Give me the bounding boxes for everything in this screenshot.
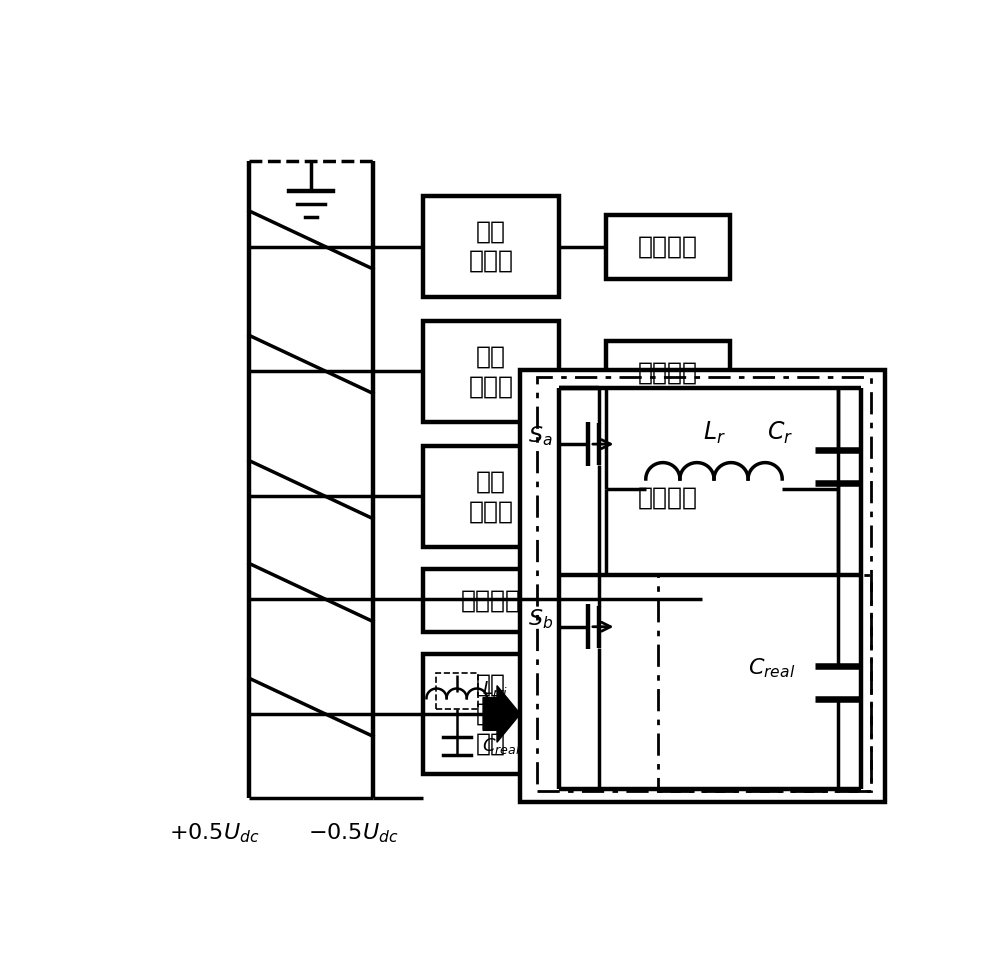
Text: 纹波
抑制
电路: 纹波 抑制 电路	[476, 672, 506, 756]
Text: $C_{real}$: $C_{real}$	[748, 656, 796, 680]
Text: $C_r$: $C_r$	[767, 420, 793, 446]
FancyBboxPatch shape	[423, 568, 559, 632]
FancyBboxPatch shape	[606, 341, 730, 404]
Text: $-0.5U_{dc}$: $-0.5U_{dc}$	[308, 822, 399, 845]
Text: 三相
逆变器: 三相 逆变器	[469, 345, 514, 398]
FancyBboxPatch shape	[423, 321, 559, 422]
Text: 交流负载: 交流负载	[638, 360, 698, 384]
FancyBboxPatch shape	[423, 654, 559, 773]
FancyBboxPatch shape	[423, 196, 559, 296]
Text: $L_r$: $L_r$	[703, 420, 725, 446]
Text: 直流
变换器: 直流 变换器	[469, 469, 514, 524]
Text: $S_b$: $S_b$	[528, 608, 553, 631]
Text: 单相
逆变器: 单相 逆变器	[469, 220, 514, 273]
FancyBboxPatch shape	[606, 466, 730, 529]
Text: 直流负载: 直流负载	[461, 589, 521, 613]
Text: $+0.5U_{dc}$: $+0.5U_{dc}$	[169, 822, 259, 845]
Text: 直流负载: 直流负载	[638, 485, 698, 509]
Text: $S_a$: $S_a$	[528, 425, 553, 448]
Text: $L_{rri}$: $L_{rri}$	[482, 679, 508, 699]
Text: $C_{real}$: $C_{real}$	[482, 736, 521, 756]
Text: 交流负载: 交流负载	[638, 235, 698, 259]
FancyBboxPatch shape	[423, 446, 559, 547]
Polygon shape	[483, 685, 520, 742]
FancyBboxPatch shape	[606, 215, 730, 279]
FancyBboxPatch shape	[520, 370, 885, 802]
